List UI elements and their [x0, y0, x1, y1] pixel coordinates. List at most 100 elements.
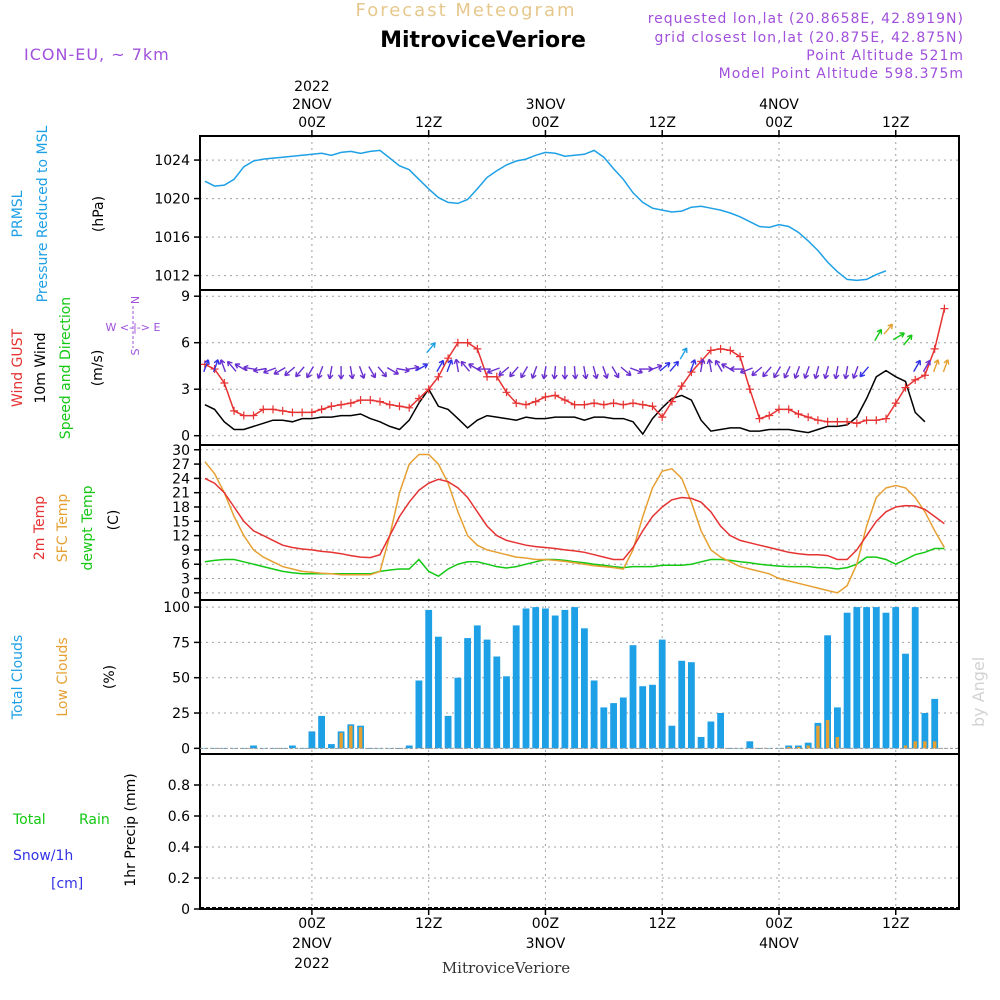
wind-gust-line-marker-32: [512, 399, 521, 408]
wind-gust-line-marker-69: [872, 416, 881, 425]
total-cloud-bar-38: [571, 607, 578, 749]
wind-arrow-43: [620, 366, 632, 377]
total-cloud-bar-68: [863, 607, 870, 749]
ytick-label-pressure-0: 1012: [154, 269, 190, 285]
ytick-label-clouds-2: 50: [172, 671, 190, 687]
pressure-line: [204, 149, 887, 282]
wind-arrow-67: [851, 365, 859, 379]
top-hour-label-3: 12Z: [649, 115, 676, 131]
total-cloud-bar-24: [435, 636, 442, 749]
top-day-label-2: 4NOV: [759, 97, 799, 113]
wind-gust-line-marker-11: [307, 408, 316, 417]
total-cloud-bar-32: [512, 625, 520, 749]
sfctemp-ylabel: SFC Temp: [55, 494, 71, 563]
ytick-label-temperature-9: 27: [172, 457, 190, 473]
total-cloud-bar-59: [775, 748, 783, 749]
wind-gust-line-marker-61: [794, 410, 803, 418]
total-cloud-bar-47: [658, 639, 666, 749]
wind-arrow-41: [602, 365, 609, 379]
ytick-label-precip-1: 0.2: [168, 871, 190, 887]
ytick-label-wind-1: 3: [181, 382, 190, 398]
wind-gust-line-marker-62: [804, 413, 813, 422]
compass-n: N: [129, 296, 142, 304]
wind-gust-line-marker-4: [239, 411, 248, 420]
wind-gust-line-marker-38: [570, 400, 579, 409]
wind-gust-line-marker-9: [288, 408, 297, 417]
wind-gust-line-marker-16: [356, 396, 365, 405]
wind-gust-line-marker-29: [483, 372, 492, 381]
wind-gust-line-marker-56: [745, 385, 754, 394]
total-cloud-bar-56: [746, 741, 754, 749]
total-cloud-bar-57: [756, 748, 763, 749]
wind-gust-line-marker-13: [327, 402, 336, 411]
total-cloud-bar-52: [707, 721, 715, 749]
wind-arrow-23: [426, 342, 436, 354]
wind-arrow-65: [833, 365, 840, 380]
panel-frame-temperature: [199, 444, 960, 601]
wind-gust-line-marker-73: [911, 375, 920, 384]
total-cloud-bar-30: [493, 656, 501, 749]
total-cloud-bar-20: [396, 748, 403, 749]
total-cloud-bar-21: [405, 745, 413, 749]
wind-arrow-50: [689, 359, 697, 373]
total-cloud-bar-11: [308, 731, 316, 749]
bottom-hour-label-1: 12Z: [415, 916, 442, 932]
ytick-label-temperature-2: 6: [181, 557, 190, 573]
wind-arrow-60: [783, 366, 791, 379]
precip-ylabel: 1hr Precip (mm): [123, 773, 139, 886]
wind-arrow-26: [453, 358, 460, 373]
wind-gust-line-marker-47: [658, 413, 667, 422]
wind-arrow-18: [377, 366, 388, 378]
wind-gust-line-marker-55: [736, 352, 745, 361]
top-hour-label-1: 12Z: [415, 115, 442, 131]
wind-gust-line-marker-68: [862, 416, 871, 425]
wind-arrow-29: [476, 365, 491, 373]
wind-arrow-58: [762, 366, 772, 378]
wind-gust-line-marker-42: [609, 399, 618, 408]
wind-arrow-24: [436, 359, 445, 372]
total-cloud-bar-34: [532, 607, 540, 749]
wind-arrow-15: [348, 365, 356, 380]
wind-gust-line-marker-36: [551, 391, 560, 400]
ytick-label-wind-0: 0: [181, 429, 190, 445]
total-cloud-bar-36: [551, 615, 559, 749]
total-cloud-bar-2: [220, 748, 228, 749]
wind-gust-line-marker-24: [434, 372, 443, 381]
wind-gust-line-marker-59: [774, 405, 783, 414]
total-cloud-bar-40: [590, 680, 598, 749]
total-cloud-bar-28: [473, 625, 481, 749]
wind-arrow-59: [773, 366, 782, 379]
wind-gust-line-marker-63: [813, 416, 822, 425]
wind-arrow-72: [903, 334, 913, 346]
low-cloud-bar-72: [903, 745, 908, 749]
wind-arrow-3: [226, 360, 237, 372]
wind-arrow-30: [486, 367, 500, 375]
total-cloud-bar-49: [678, 660, 686, 749]
wind-arrow-74: [922, 359, 931, 372]
ytick-label-temperature-1: 3: [181, 572, 190, 588]
compass-s: S: [129, 348, 142, 355]
total-cloud-bar-46: [649, 684, 656, 749]
wind-arrow-69: [874, 328, 883, 341]
top-day-label-0: 2NOV: [292, 97, 332, 113]
data-layer: [200, 149, 959, 909]
wind-arrow-71: [892, 332, 906, 341]
ytick-label-pressure-3: 1024: [154, 153, 190, 169]
wind-arrow-39: [582, 365, 589, 380]
wind-gust-line-marker-6: [259, 405, 268, 414]
wind-arrow-8: [273, 366, 286, 375]
wind-gust-line-marker-35: [541, 392, 550, 401]
wind-arrow-38: [572, 366, 579, 380]
wind-arrow-47: [659, 361, 671, 372]
wind-arrow-33: [520, 366, 529, 379]
total-cloud-bar-71: [892, 607, 900, 749]
wind-arrow-49: [679, 347, 688, 360]
wind-arrow-70: [883, 323, 894, 335]
ytick-label-temperature-10: 30: [172, 443, 190, 459]
wind-ylabel-unit: (m/s): [90, 350, 106, 387]
total-cloud-bar-27: [464, 638, 471, 749]
ytick-label-pressure-2: 1020: [154, 192, 190, 208]
wind-gust-line-marker-37: [560, 396, 569, 405]
total-cloud-bar-66: [843, 612, 851, 749]
wind-gust-line-marker-48: [667, 397, 676, 406]
